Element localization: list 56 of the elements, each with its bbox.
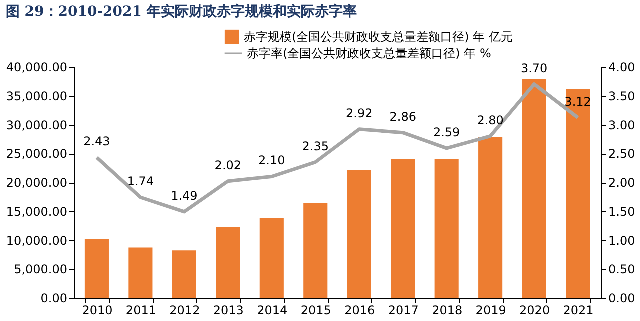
y2-tick-label: 2.50 xyxy=(608,147,636,162)
x-tick-label: 2017 xyxy=(388,304,419,318)
y-tick-label: 30,000.00 xyxy=(6,118,68,132)
legend-label: 赤字率(全国公共财政收支总量差额口径) 年 % xyxy=(247,46,492,60)
y-tick-label: 35,000.00 xyxy=(6,89,68,104)
x-tick-label: 2012 xyxy=(170,304,200,318)
x-tick-label: 2013 xyxy=(213,304,244,318)
y2-tick-label: 1.50 xyxy=(608,204,636,219)
x-tick-label: 2019 xyxy=(476,304,506,318)
data-label: 2.86 xyxy=(390,110,416,124)
x-tick-label: 2016 xyxy=(344,304,376,318)
bar xyxy=(478,137,503,298)
bar xyxy=(128,248,153,298)
bar xyxy=(260,218,284,298)
bar xyxy=(216,226,240,298)
bar xyxy=(391,159,416,298)
x-tick-label: 2015 xyxy=(300,304,332,318)
x-tick-label: 2011 xyxy=(126,304,156,318)
bar xyxy=(434,159,459,298)
y2-tick-label: 1.00 xyxy=(608,234,636,248)
data-label: 2.92 xyxy=(346,106,373,120)
y-tick-label: 10,000.00 xyxy=(6,234,68,248)
y-tick-label: 20,000.00 xyxy=(6,176,68,190)
y-tick-label: 40,000.00 xyxy=(6,60,68,74)
x-tick-label: 2014 xyxy=(257,304,288,318)
data-label: 2.59 xyxy=(433,125,460,140)
y-tick-label: 0.00 xyxy=(40,292,68,306)
data-label: 3.70 xyxy=(520,61,548,76)
x-tick-label: 2020 xyxy=(520,304,550,318)
bar xyxy=(172,250,196,298)
x-tick-label: 2021 xyxy=(563,304,594,318)
data-label: 1.49 xyxy=(171,188,198,203)
data-label: 1.74 xyxy=(127,174,154,189)
y2-tick-label: 2.00 xyxy=(608,176,636,190)
chart-title: 图 29：2010-2021 年实际财政赤字规模和实际赤字率 xyxy=(6,3,357,20)
x-tick-label: 2010 xyxy=(82,304,113,318)
bar xyxy=(522,79,546,298)
y2-tick-label: 0.50 xyxy=(608,262,636,277)
y-tick-label: 5,000.00 xyxy=(14,262,68,277)
y-tick-label: 25,000.00 xyxy=(6,147,68,162)
y2-tick-label: 3.00 xyxy=(608,118,636,132)
bar xyxy=(304,203,328,298)
y-tick-label: 15,000.00 xyxy=(6,204,68,219)
data-label: 2.02 xyxy=(214,158,242,172)
x-tick-label: 2018 xyxy=(432,304,463,318)
bar xyxy=(566,90,590,298)
bar xyxy=(347,170,372,298)
y2-tick-label: 3.50 xyxy=(608,89,636,104)
y2-tick-label: 0.00 xyxy=(608,292,636,306)
y2-tick-label: 4.00 xyxy=(608,60,636,74)
data-label: 2.43 xyxy=(84,134,110,149)
data-label: 2.80 xyxy=(477,113,504,128)
data-label: 2.10 xyxy=(258,154,286,168)
bar xyxy=(84,239,109,298)
legend-label: 赤字规模(全国公共财政收支总量差额口径) 年 亿元 xyxy=(244,30,513,44)
data-label: 2.35 xyxy=(302,139,329,154)
